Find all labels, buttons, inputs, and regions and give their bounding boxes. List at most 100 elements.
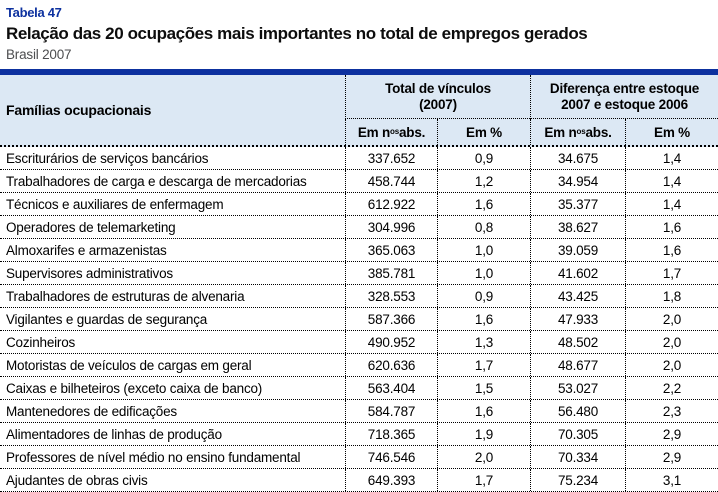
diff-pct-cell: 1,6 (625, 239, 718, 261)
total-abs-cell: 337.652 (345, 147, 437, 169)
total-abs-cell: 304.996 (345, 216, 437, 238)
diff-abs-cell: 75.234 (530, 469, 625, 491)
table-header: Famílias ocupacionais Total de vínculos … (0, 75, 718, 147)
occupation-name-cell: Almoxarifes e armazenistas (6, 242, 167, 258)
diff-pct-cell: 1,4 (625, 193, 718, 215)
accent-rule (0, 69, 718, 75)
table-row: Caixas e bilheteiros (exceto caixa de ba… (0, 377, 718, 400)
diff-abs-cell: 70.305 (530, 423, 625, 445)
total-pct-cell: 1,7 (437, 469, 530, 491)
diff-pct-cell: 1,6 (625, 216, 718, 238)
diff-abs-cell: 56.480 (530, 400, 625, 422)
occupation-name-cell: Motoristas de veículos de cargas em gera… (6, 357, 252, 373)
diff-pct-cell: 1,4 (625, 147, 718, 169)
title-block: Tabela 47 Relação das 20 ocupações mais … (0, 0, 718, 69)
total-pct-cell: 1,6 (437, 400, 530, 422)
occupation-name-cell: Supervisores administrativos (6, 265, 173, 281)
group-header-diferenca-estoque: Diferença entre estoque 2007 e estoque 2… (530, 75, 718, 119)
subheader-total-abs: Em n os abs. (345, 119, 437, 145)
diff-pct-cell: 1,4 (625, 170, 718, 192)
total-abs-cell: 490.952 (345, 331, 437, 353)
total-abs-cell: 584.787 (345, 400, 437, 422)
total-abs-cell: 612.922 (345, 193, 437, 215)
table-row: Professores de nível médio no ensino fun… (0, 446, 718, 469)
total-pct-cell: 1,6 (437, 308, 530, 330)
occupation-name-cell: Trabalhadores de carga e descarga de mer… (6, 173, 307, 189)
table-row: Operadores de telemarketing 304.996 0,8 … (0, 216, 718, 239)
diff-pct-cell: 1,7 (625, 262, 718, 284)
total-abs-cell: 458.744 (345, 170, 437, 192)
diff-pct-cell: 2,2 (625, 377, 718, 399)
subheader-diff-abs: Em n os abs. (530, 119, 625, 145)
total-pct-cell: 1,7 (437, 354, 530, 376)
total-abs-cell: 620.636 (345, 354, 437, 376)
subheader-diff-pct: Em % (625, 119, 718, 145)
table-number: Tabela 47 (6, 5, 62, 20)
occupation-name-cell: Caixas e bilheteiros (exceto caixa de ba… (6, 380, 263, 396)
occupation-name-cell: Professores de nível médio no ensino fun… (6, 449, 301, 465)
table-row: Cozinheiros 490.952 1,3 48.502 2,0 (0, 331, 718, 354)
diff-pct-cell: 2,9 (625, 446, 718, 468)
subheader-abs-pre: Em n (357, 124, 391, 140)
total-pct-cell: 1,9 (437, 423, 530, 445)
column-header-families: Famílias ocupacionais (6, 102, 152, 118)
diff-abs-cell: 48.502 (530, 331, 625, 353)
subheader-abs-pre: Em n (544, 124, 577, 140)
diff-abs-cell: 38.627 (530, 216, 625, 238)
total-pct-cell: 0,9 (437, 285, 530, 307)
table-row: Alimentadores de linhas de produção 718.… (0, 423, 718, 446)
subheader-total-pct: Em % (437, 119, 530, 145)
table-row: Mantenedores de edificações 584.787 1,6 … (0, 400, 718, 423)
total-abs-cell: 649.393 (345, 469, 437, 491)
page-subtitle: Brasil 2007 (6, 47, 72, 62)
subheader-abs-post: abs. (585, 124, 612, 140)
diff-abs-cell: 34.675 (530, 147, 625, 169)
subheader-abs-post: abs. (398, 124, 426, 140)
diff-abs-cell: 70.334 (530, 446, 625, 468)
diff-abs-cell: 47.933 (530, 308, 625, 330)
group-header-total-vinculos: Total de vínculos (2007) (345, 75, 530, 119)
total-pct-cell: 0,8 (437, 216, 530, 238)
diff-pct-cell: 2,3 (625, 400, 718, 422)
table-body: Escriturários de serviços bancários 337.… (0, 147, 718, 492)
table-row: Trabalhadores de estruturas de alvenaria… (0, 285, 718, 308)
occupation-name-cell: Vigilantes e guardas de segurança (6, 311, 208, 327)
table-row: Almoxarifes e armazenistas 365.063 1,0 3… (0, 239, 718, 262)
occupation-name-cell: Operadores de telemarketing (6, 219, 176, 235)
diff-pct-cell: 1,8 (625, 285, 718, 307)
table-row: Ajudantes de obras civis 649.393 1,7 75.… (0, 469, 718, 492)
total-abs-cell: 718.365 (345, 423, 437, 445)
total-pct-cell: 1,5 (437, 377, 530, 399)
table-row: Escriturários de serviços bancários 337.… (0, 147, 718, 170)
table-row: Motoristas de veículos de cargas em gera… (0, 354, 718, 377)
table-row: Trabalhadores de carga e descarga de mer… (0, 170, 718, 193)
occupation-name-cell: Técnicos e auxiliares de enfermagem (6, 196, 224, 212)
total-pct-cell: 1,3 (437, 331, 530, 353)
total-abs-cell: 563.404 (345, 377, 437, 399)
total-abs-cell: 328.553 (345, 285, 437, 307)
total-pct-cell: 1,0 (437, 262, 530, 284)
diff-pct-cell: 3,1 (625, 469, 718, 491)
total-pct-cell: 2,0 (437, 446, 530, 468)
diff-pct-cell: 2,9 (625, 423, 718, 445)
page-title: Relação das 20 ocupações mais importante… (6, 24, 588, 43)
diff-abs-cell: 48.677 (530, 354, 625, 376)
diff-abs-cell: 35.377 (530, 193, 625, 215)
diff-pct-cell: 2,0 (625, 354, 718, 376)
table-row: Técnicos e auxiliares de enfermagem 612.… (0, 193, 718, 216)
occupation-name-cell: Trabalhadores de estruturas de alvenaria (6, 288, 245, 304)
total-pct-cell: 0,9 (437, 147, 530, 169)
total-pct-cell: 1,0 (437, 239, 530, 261)
table-row: Vigilantes e guardas de segurança 587.36… (0, 308, 718, 331)
total-pct-cell: 1,2 (437, 170, 530, 192)
diff-pct-cell: 2,0 (625, 331, 718, 353)
total-abs-cell: 385.781 (345, 262, 437, 284)
total-pct-cell: 1,6 (437, 193, 530, 215)
total-abs-cell: 746.546 (345, 446, 437, 468)
total-abs-cell: 587.366 (345, 308, 437, 330)
diff-abs-cell: 43.425 (530, 285, 625, 307)
diff-abs-cell: 41.602 (530, 262, 625, 284)
occupation-name-cell: Cozinheiros (6, 334, 76, 350)
diff-abs-cell: 39.059 (530, 239, 625, 261)
